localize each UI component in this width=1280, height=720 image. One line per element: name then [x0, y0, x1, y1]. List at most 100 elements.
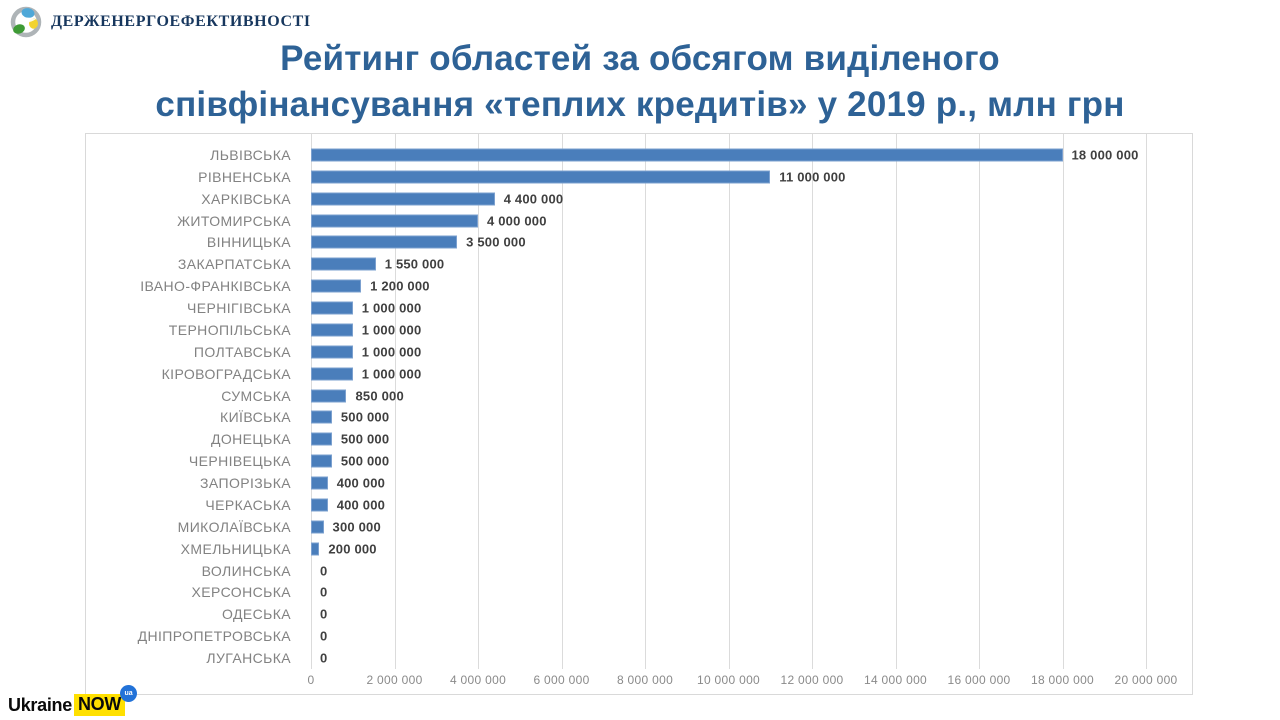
x-tick-label: 10 000 000: [696, 673, 761, 687]
category-label: ЖИТОМИРСЬКА: [177, 212, 291, 229]
x-tick-label: 4 000 000: [449, 673, 507, 687]
x-tick-label: 6 000 000: [533, 673, 590, 687]
category-label: ІВАНО-ФРАНКІВСЬКА: [140, 278, 291, 295]
category-label: МИКОЛАЇВСЬКА: [177, 518, 291, 535]
bar: [311, 323, 353, 337]
bar: [311, 410, 332, 424]
agency-logo: ДЕРЖЕНЕРГОЕФЕКТИВНОСТІ: [10, 6, 311, 38]
chart-title: Рейтинг областей за обсягом виділеного с…: [0, 36, 1280, 128]
value-label: 0: [320, 628, 328, 644]
value-label: 1 000 000: [361, 322, 422, 338]
gridline: [478, 134, 479, 669]
bar: [311, 235, 458, 249]
bar: [311, 454, 332, 468]
chart-row: ЧЕРНІГІВСЬКА 1 000 000: [86, 297, 1192, 319]
x-tick-label: 14 000 000: [863, 673, 928, 687]
chart-row: ХАРКІВСЬКА 4 400 000: [86, 188, 1192, 210]
value-label: 850 000: [355, 388, 404, 404]
value-label: 1 200 000: [370, 278, 430, 294]
chart-row: ХМЕЛЬНИЦЬКА 200 000: [86, 538, 1192, 560]
chart-row: РІВНЕНСЬКА 11 000 000: [86, 166, 1192, 188]
gridline: [1062, 134, 1064, 669]
x-tick-label: 8 000 000: [616, 673, 674, 687]
category-label: КІРОВОГРАДСЬКА: [161, 365, 291, 382]
x-tick-label: 16 000 000: [947, 673, 1011, 687]
value-label: 1 000 000: [361, 300, 422, 316]
gridline: [979, 134, 980, 669]
category-label: ХМЕЛЬНИЦЬКА: [180, 540, 291, 557]
category-label: ВОЛИНСЬКА: [201, 562, 291, 579]
bar: [311, 542, 320, 556]
bar: [311, 148, 1063, 162]
gridline: [728, 134, 730, 669]
category-label: КИЇВСЬКА: [220, 409, 291, 426]
chart-row: КІРОВОГРАДСЬКА 1 000 000: [86, 363, 1192, 385]
ukraine-now-now-text: NOW: [77, 694, 122, 714]
x-axis: 0 2 000 000 4 000 000 6 000 000 8 000 000 10 …: [86, 673, 1192, 695]
chart-title-line2: співфінансування «теплих кредитів» у 201…: [155, 84, 1125, 124]
chart-row: ЗАПОРІЗЬКА 400 000: [86, 472, 1192, 494]
chart-row: ЧЕРКАСЬКА 400 000: [86, 494, 1192, 516]
bar: [311, 214, 478, 228]
chart-row: ІВАНО-ФРАНКІВСЬКА 1 200 000: [86, 275, 1192, 297]
bar: [311, 170, 771, 184]
bar: [311, 389, 347, 403]
gridline: [812, 134, 813, 669]
category-label: ЛУГАНСЬКА: [206, 650, 291, 667]
chart-row: ЖИТОМИРСЬКА 4 000 000: [86, 210, 1192, 232]
category-label: ОДЕСЬКА: [222, 606, 291, 623]
gridline: [1146, 134, 1147, 669]
gridline: [394, 134, 396, 669]
category-label: ЗАКАРПАТСЬКА: [177, 256, 291, 273]
value-label: 4 000 000: [487, 213, 547, 229]
value-label: 500 000: [340, 431, 390, 447]
value-label: 0: [320, 563, 328, 579]
value-label: 0: [320, 584, 328, 600]
category-label: ЗАПОРІЗЬКА: [200, 475, 291, 492]
category-label: РІВНЕНСЬКА: [198, 168, 291, 185]
value-label: 0: [320, 650, 328, 666]
value-label: 300 000: [332, 519, 381, 535]
value-label: 11 000 000: [779, 169, 846, 185]
chart-row: СУМСЬКА 850 000: [86, 385, 1192, 407]
category-label: ХАРКІВСЬКА: [201, 190, 291, 207]
category-label: ТЕРНОПІЛЬСЬКА: [168, 321, 291, 338]
chart-panel: ЛЬВІВСЬКА 18 000 000 РІВНЕНСЬКА 11 000 000 Х…: [85, 133, 1193, 695]
value-label: 1 550 000: [384, 256, 445, 272]
gridline: [895, 134, 897, 669]
value-label: 1 000 000: [361, 344, 422, 360]
agency-name: ДЕРЖЕНЕРГОЕФЕКТИВНОСТІ: [51, 13, 311, 30]
x-tick-label: 18 000 000: [1030, 673, 1095, 687]
value-label: 400 000: [336, 497, 386, 513]
chart-rows: ЛЬВІВСЬКА 18 000 000 РІВНЕНСЬКА 11 000 000 Х…: [86, 144, 1192, 669]
x-tick-label: 12 000 000: [780, 673, 844, 687]
bar: [311, 498, 328, 512]
ukraine-now-word-ukraine: Ukraine: [8, 694, 72, 715]
chart-row: ЛУГАНСЬКА 0: [86, 647, 1192, 669]
agency-sphere-icon: [10, 6, 42, 38]
ukraine-now-word-now: NOW ua: [73, 685, 138, 716]
chart-title-line1: Рейтинг областей за обсягом виділеного: [280, 39, 1000, 78]
bar: [311, 257, 376, 271]
category-label: ПОЛТАВСЬКА: [193, 343, 291, 360]
category-label: ДОНЕЦЬКА: [210, 431, 291, 448]
chart-row: ВОЛИНСЬКА 0: [86, 560, 1192, 582]
bar: [311, 476, 328, 490]
bar: [311, 301, 353, 315]
chart-row: КИЇВСЬКА 500 000: [86, 407, 1192, 429]
x-tick-label: 2 000 000: [366, 673, 423, 687]
value-label: 500 000: [340, 453, 390, 469]
category-label: СУМСЬКА: [221, 387, 291, 404]
ua-badge: ua: [120, 685, 138, 702]
category-label: ВІННИЦЬКА: [206, 234, 291, 251]
value-label: 200 000: [328, 541, 377, 557]
chart-row: ДОНЕЦЬКА 500 000: [86, 428, 1192, 450]
gridline: [561, 134, 563, 669]
category-label: ХЕРСОНСЬКА: [191, 584, 291, 601]
chart-row: ЛЬВІВСЬКА 18 000 000: [86, 144, 1192, 166]
ukraine-now-logo: Ukraine NOW ua: [8, 685, 138, 716]
value-label: 3 500 000: [466, 234, 526, 250]
category-label: ЧЕРНІВЕЦЬКА: [188, 453, 291, 470]
bar: [311, 367, 353, 381]
